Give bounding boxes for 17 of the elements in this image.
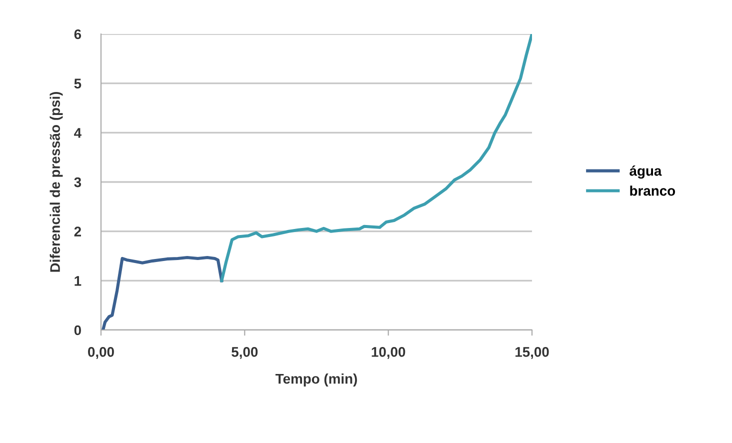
y-tick-label: 3 — [74, 177, 82, 188]
x-tick-label: 0,00 — [88, 347, 114, 359]
x-tick-label: 15,00 — [516, 347, 549, 359]
y-tick-label: 4 — [74, 128, 82, 138]
legend-label: água — [630, 165, 662, 179]
line-series — [101, 256, 224, 330]
x-axis-title: Tempo (min) — [276, 374, 357, 386]
line-series — [220, 34, 532, 282]
y-tick-label: 2 — [74, 226, 81, 236]
y-tick-label: 5 — [74, 78, 82, 89]
y-tick-label: 1 — [74, 276, 82, 286]
x-tick-label: 5,00 — [232, 347, 258, 359]
legend-label: branco — [630, 186, 676, 196]
x-tick-label: 10,00 — [372, 347, 406, 359]
y-tick-label: 0 — [74, 325, 81, 336]
y-axis-title: Diferencial de pressão (psi) — [50, 92, 63, 272]
y-tick-label: 6 — [74, 29, 82, 40]
